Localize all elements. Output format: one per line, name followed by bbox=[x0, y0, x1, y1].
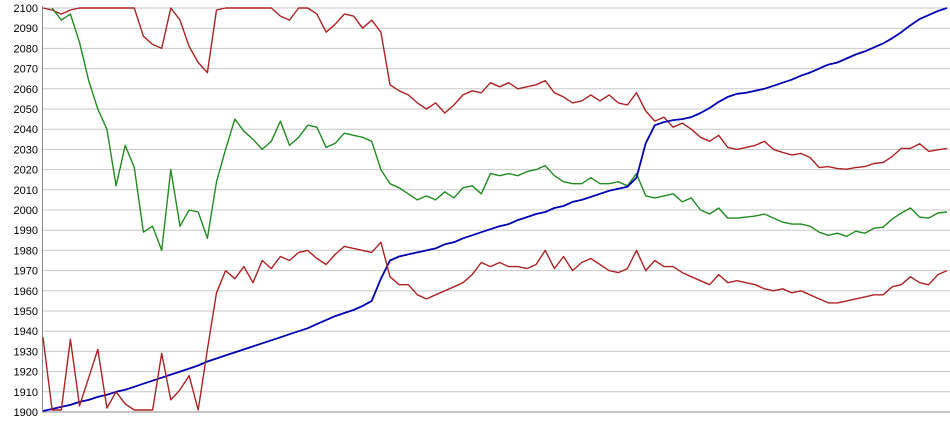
y-tick-label: 1910 bbox=[14, 387, 38, 399]
y-tick-label: 2010 bbox=[14, 185, 38, 197]
y-tick-label: 1930 bbox=[14, 346, 38, 358]
upper-red-line bbox=[42, 7, 948, 170]
y-tick-label: 2060 bbox=[14, 84, 38, 96]
y-tick-label: 2070 bbox=[14, 64, 38, 76]
y-tick-label: 1940 bbox=[14, 326, 38, 338]
y-tick-label: 2080 bbox=[14, 43, 38, 55]
y-tick-label: 1950 bbox=[14, 306, 38, 318]
y-tick-label: 1920 bbox=[14, 367, 38, 379]
y-tick-label: 1990 bbox=[14, 225, 38, 237]
data-series bbox=[42, 7, 948, 412]
y-tick-label: 2050 bbox=[14, 104, 38, 116]
y-tick-label: 2090 bbox=[14, 23, 38, 35]
y-tick-label: 2020 bbox=[14, 165, 38, 177]
y-tick-label: 2040 bbox=[14, 124, 38, 136]
y-tick-label: 1980 bbox=[14, 245, 38, 257]
y-tick-label: 1970 bbox=[14, 266, 38, 278]
y-tick-label: 1900 bbox=[14, 407, 38, 419]
y-axis-tick-labels: 2100 2090 2080 2070 2060 2050 2040 2030 2020 2010… bbox=[14, 3, 38, 419]
blue-line bbox=[42, 7, 948, 412]
lower-red-line bbox=[42, 241, 948, 411]
y-tick-label: 2030 bbox=[14, 144, 38, 156]
y-tick-label: 2100 bbox=[14, 3, 38, 15]
gridlines bbox=[42, 7, 950, 413]
y-tick-label: 1960 bbox=[14, 286, 38, 298]
y-tick-label: 2000 bbox=[14, 205, 38, 217]
green-line bbox=[51, 7, 948, 252]
